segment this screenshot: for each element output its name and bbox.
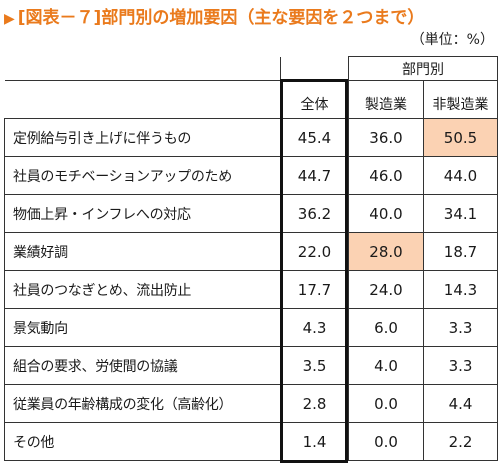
value-total-cell: 3.5 <box>280 346 349 385</box>
value-non-manufacturing-cell: 3.3 <box>423 346 498 385</box>
value-manufacturing-cell: 0.0 <box>348 384 424 423</box>
corner-cell <box>280 56 349 81</box>
value-manufacturing-cell: 6.0 <box>348 308 424 347</box>
column-header-total: 全体 <box>280 80 349 119</box>
value-non-manufacturing-cell: 50.5 <box>423 118 498 157</box>
column-header-non-manufacturing: 非製造業 <box>423 80 498 119</box>
row-label: 業績好調 <box>4 232 281 271</box>
value-non-manufacturing-cell: 14.3 <box>423 270 498 309</box>
chart-title: ▶ [図表－７]部門別の増加要因（主な要因を２つまで） <box>4 6 498 30</box>
value-total-cell: 2.8 <box>280 384 349 423</box>
value-total-cell: 4.3 <box>280 308 349 347</box>
group-header-cell: 部門別 <box>348 56 498 81</box>
value-manufacturing-cell: 46.0 <box>348 156 424 195</box>
value-non-manufacturing-cell: 2.2 <box>423 422 498 461</box>
table-row: その他 1.4 0.0 2.2 <box>4 422 498 461</box>
table-row: 業績好調 22.0 28.0 18.7 <box>4 232 498 271</box>
row-label: 社員のつなぎとめ、流出防止 <box>4 270 281 309</box>
table-row: 社員のつなぎとめ、流出防止 17.7 24.0 14.3 <box>4 270 498 309</box>
triangle-marker-icon: ▶ <box>4 11 15 27</box>
value-manufacturing-cell: 40.0 <box>348 194 424 233</box>
value-total-cell: 1.4 <box>280 422 349 461</box>
value-non-manufacturing-cell: 4.4 <box>423 384 498 423</box>
value-total-cell: 22.0 <box>280 232 349 271</box>
table-row: 従業員の年齢構成の変化（高齢化） 2.8 0.0 4.4 <box>4 384 498 423</box>
table-row: 景気動向 4.3 6.0 3.3 <box>4 308 498 347</box>
value-manufacturing-cell: 28.0 <box>348 232 424 271</box>
value-non-manufacturing-cell: 34.1 <box>423 194 498 233</box>
value-total-cell: 17.7 <box>280 270 349 309</box>
data-table: 部門別 全体 製造業 非製造業 定例給与引き上げに伴うもの 45.4 36.0 50.… <box>4 56 498 461</box>
row-label: 景気動向 <box>4 308 281 347</box>
row-label: 組合の要求、労使間の協議 <box>4 346 281 385</box>
value-non-manufacturing-cell: 18.7 <box>423 232 498 271</box>
group-header-row: 部門別 <box>4 56 498 81</box>
table-row: 組合の要求、労使間の協議 3.5 4.0 3.3 <box>4 346 498 385</box>
column-header-manufacturing: 製造業 <box>348 80 424 119</box>
row-label: 社員のモチベーションアップのため <box>4 156 281 195</box>
table-row: 定例給与引き上げに伴うもの 45.4 36.0 50.5 <box>4 118 498 157</box>
corner-cell <box>4 56 281 81</box>
value-total-cell: 45.4 <box>280 118 349 157</box>
table-row: 社員のモチベーションアップのため 44.7 46.0 44.0 <box>4 156 498 195</box>
row-label: 従業員の年齢構成の変化（高齢化） <box>4 384 281 423</box>
value-manufacturing-cell: 36.0 <box>348 118 424 157</box>
column-header-row: 全体 製造業 非製造業 <box>4 80 498 119</box>
value-total-cell: 36.2 <box>280 194 349 233</box>
unit-label: （単位：%） <box>410 32 494 48</box>
value-non-manufacturing-cell: 44.0 <box>423 156 498 195</box>
value-non-manufacturing-cell: 3.3 <box>423 308 498 347</box>
row-label: 物価上昇・インフレへの対応 <box>4 194 281 233</box>
value-manufacturing-cell: 4.0 <box>348 346 424 385</box>
value-manufacturing-cell: 0.0 <box>348 422 424 461</box>
value-total-cell: 44.7 <box>280 156 349 195</box>
row-header-corner <box>4 80 281 119</box>
row-label: 定例給与引き上げに伴うもの <box>4 118 281 157</box>
value-manufacturing-cell: 24.0 <box>348 270 424 309</box>
row-label: その他 <box>4 422 281 461</box>
chart-title-text: [図表－７]部門別の増加要因（主な要因を２つまで） <box>17 8 425 28</box>
table-row: 物価上昇・インフレへの対応 36.2 40.0 34.1 <box>4 194 498 233</box>
